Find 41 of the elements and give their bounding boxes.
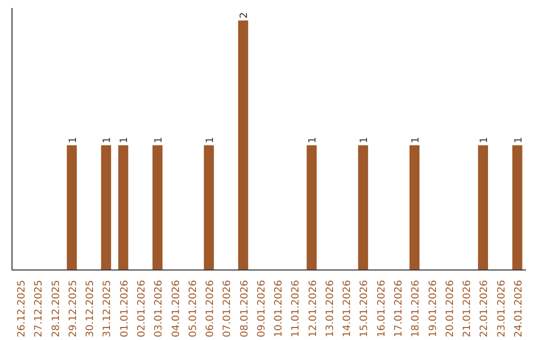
data-label: 1 [308,136,319,144]
x-tick-label: 20.01.2026 [444,280,456,338]
x-tick-label: 12.01.2026 [308,280,319,338]
x-tick-label: 13.01.2026 [324,280,336,338]
data-label: 1 [153,136,164,144]
x-tick-label: 19.01.2026 [428,280,439,338]
x-tick-label: 02.01.2026 [136,280,148,338]
x-tick-label: 06.01.2026 [205,280,216,338]
x-tick-label: 15.01.2026 [359,280,370,338]
x-tick-label: 28.12.2025 [50,280,62,338]
data-label: 1 [410,136,422,144]
x-tick-label: 26.12.2025 [16,280,28,338]
x-tick-label: 04.01.2026 [170,280,182,338]
x-tick-label: 24.01.2026 [513,280,524,338]
x-tick-label: 23.01.2026 [496,280,508,338]
x-tick-label: 14.01.2026 [342,280,354,338]
x-tick-label: 29.12.2025 [68,280,79,338]
data-label: 1 [102,136,114,144]
x-tick-label: 11.01.2026 [290,280,302,338]
x-tick-label: 07.01.2026 [222,280,234,338]
x-tick-label: 03.01.2026 [154,280,165,338]
x-tick-label: 05.01.2026 [188,280,199,338]
x-tick-label: 31.12.2025 [102,280,114,338]
x-tick-label: 01.01.2026 [119,280,130,338]
x-tick-label: 27.12.2025 [34,280,45,338]
x-tick-label: 09.01.2026 [256,280,268,338]
x-tick-label: 16.01.2026 [376,280,388,338]
x-tick-label: 22.01.2026 [479,280,490,338]
data-label: 1 [119,136,130,144]
x-tick-label: 10.01.2026 [274,280,285,338]
data-label: 1 [479,136,490,144]
data-label: 1 [204,136,216,144]
data-label: 1 [513,136,524,144]
data-label: 1 [359,136,370,144]
data-label: 2 [239,12,250,18]
x-tick-label: 17.01.2026 [394,280,404,338]
x-tick-label: 30.12.2025 [85,280,96,338]
data-label: 1 [68,136,79,144]
x-tick-label: 08.01.2026 [239,280,250,338]
x-tick-label: 21.01.2026 [462,280,474,338]
x-tick-label: 18.01.2026 [410,280,422,338]
